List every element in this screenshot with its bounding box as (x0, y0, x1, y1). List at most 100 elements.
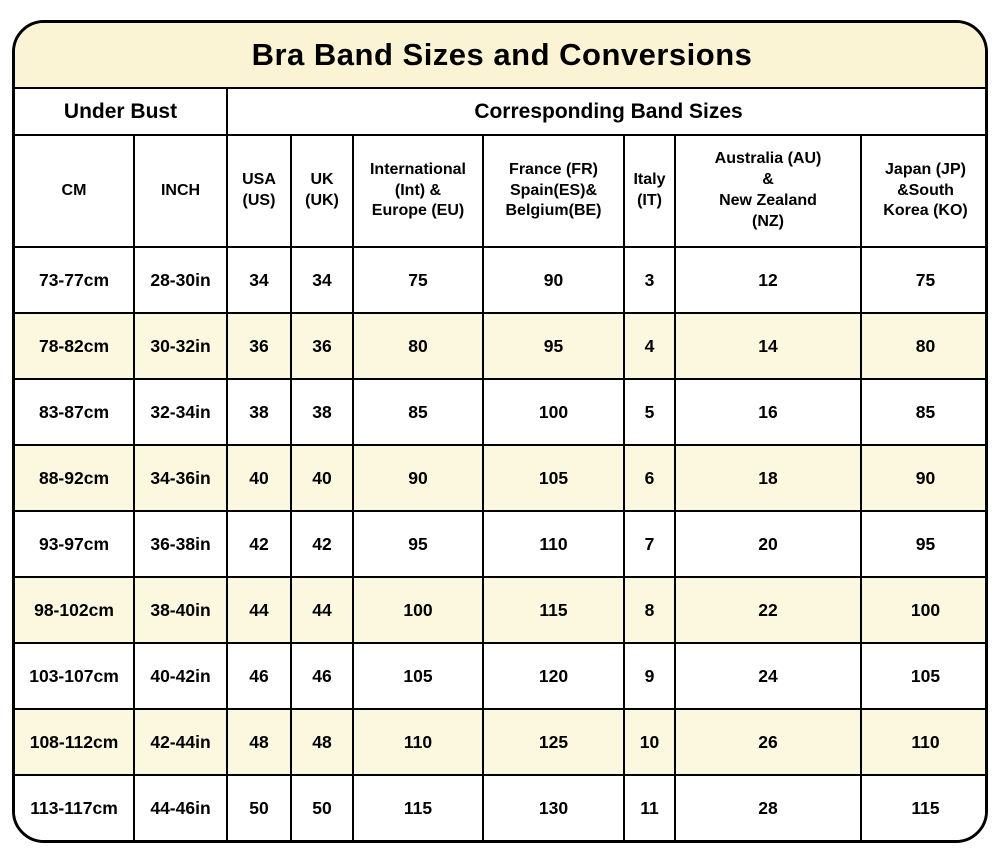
table-cell: 75 (860, 246, 985, 314)
table-row: 93-97cm 36-38in 42 42 95 110 7 20 95 (15, 510, 985, 578)
table-cell: 38 (226, 378, 292, 446)
table-cell: 24 (674, 642, 862, 710)
table-cell: 42 (290, 510, 354, 578)
table-cell: 46 (226, 642, 292, 710)
table-cell: 105 (352, 642, 484, 710)
table-cell: 103-107cm (15, 642, 135, 710)
column-header-uk: UK (UK) (290, 134, 354, 248)
table-row: 113-117cm 44-46in 50 50 115 130 11 28 115 (15, 774, 985, 840)
table-cell: 83-87cm (15, 378, 135, 446)
table-cell: 36-38in (133, 510, 228, 578)
table-cell: 120 (482, 642, 625, 710)
column-header-inch: INCH (133, 134, 228, 248)
table-cell: 10 (623, 708, 676, 776)
table-cell: 3 (623, 246, 676, 314)
table-cell: 16 (674, 378, 862, 446)
size-conversion-table: Bra Band Sizes and Conversions Under Bus… (15, 23, 985, 840)
table-cell: 100 (352, 576, 484, 644)
table-cell: 113-117cm (15, 774, 135, 840)
table-cell: 110 (860, 708, 985, 776)
table-cell: 125 (482, 708, 625, 776)
table-cell: 78-82cm (15, 312, 135, 380)
table-cell: 95 (860, 510, 985, 578)
table-cell: 95 (352, 510, 484, 578)
column-header-usa: USA (US) (226, 134, 292, 248)
table-cell: 42-44in (133, 708, 228, 776)
table-cell: 6 (623, 444, 676, 512)
table-cell: 85 (352, 378, 484, 446)
table-cell: 12 (674, 246, 862, 314)
table-row: 98-102cm 38-40in 44 44 100 115 8 22 100 (15, 576, 985, 644)
table-cell: 34-36in (133, 444, 228, 512)
group-header-under-bust: Under Bust (15, 87, 228, 136)
table-cell: 9 (623, 642, 676, 710)
table-cell: 34 (226, 246, 292, 314)
table-cell: 8 (623, 576, 676, 644)
table-cell: 5 (623, 378, 676, 446)
table-cell: 46 (290, 642, 354, 710)
table-cell: 22 (674, 576, 862, 644)
column-header-au-nz: Australia (AU) & New Zealand (NZ) (674, 134, 862, 248)
table-cell: 40-42in (133, 642, 228, 710)
table-cell: 115 (482, 576, 625, 644)
table-row: 108-112cm 42-44in 48 48 110 125 10 26 110 (15, 708, 985, 776)
table-cell: 32-34in (133, 378, 228, 446)
table-cell: 40 (226, 444, 292, 512)
column-header-cm: CM (15, 134, 135, 248)
table-row: 103-107cm 40-42in 46 46 105 120 9 24 105 (15, 642, 985, 710)
table-cell: 93-97cm (15, 510, 135, 578)
table-row: 73-77cm 28-30in 34 34 75 90 3 12 75 (15, 246, 985, 314)
column-header-int-eu: International (Int) & Europe (EU) (352, 134, 484, 248)
table-cell: 28-30in (133, 246, 228, 314)
table-cell: 50 (226, 774, 292, 840)
size-conversion-table-card: Bra Band Sizes and Conversions Under Bus… (12, 20, 988, 843)
table-cell: 18 (674, 444, 862, 512)
table-cell: 115 (352, 774, 484, 840)
table-cell: 105 (482, 444, 625, 512)
table-cell: 85 (860, 378, 985, 446)
table-cell: 98-102cm (15, 576, 135, 644)
table-cell: 4 (623, 312, 676, 380)
column-header-jp-ko: Japan (JP) &South Korea (KO) (860, 134, 985, 248)
table-cell: 90 (860, 444, 985, 512)
table-cell: 40 (290, 444, 354, 512)
table-cell: 110 (482, 510, 625, 578)
table-cell: 115 (860, 774, 985, 840)
table-cell: 88-92cm (15, 444, 135, 512)
table-cell: 42 (226, 510, 292, 578)
table-cell: 44-46in (133, 774, 228, 840)
table-cell: 90 (352, 444, 484, 512)
table-cell: 38 (290, 378, 354, 446)
table-row: 83-87cm 32-34in 38 38 85 100 5 16 85 (15, 378, 985, 446)
group-header-row: Under Bust Corresponding Band Sizes (15, 87, 985, 136)
table-cell: 7 (623, 510, 676, 578)
table-body: 73-77cm 28-30in 34 34 75 90 3 12 75 78-82cm 30-32i… (15, 246, 985, 840)
table-cell: 30-32in (133, 312, 228, 380)
table-title-row: Bra Band Sizes and Conversions (15, 23, 985, 89)
table-cell: 50 (290, 774, 354, 840)
table-row: 78-82cm 30-32in 36 36 80 95 4 14 80 (15, 312, 985, 380)
column-header-italy: Italy (IT) (623, 134, 676, 248)
table-cell: 44 (226, 576, 292, 644)
table-cell: 20 (674, 510, 862, 578)
table-cell: 80 (860, 312, 985, 380)
table-cell: 44 (290, 576, 354, 644)
column-header-row: CM INCH USA (US) UK (UK) International (… (15, 134, 985, 248)
table-cell: 90 (482, 246, 625, 314)
table-cell: 110 (352, 708, 484, 776)
table-title: Bra Band Sizes and Conversions (15, 23, 985, 89)
table-cell: 14 (674, 312, 862, 380)
table-row: 88-92cm 34-36in 40 40 90 105 6 18 90 (15, 444, 985, 512)
table-cell: 75 (352, 246, 484, 314)
table-cell: 80 (352, 312, 484, 380)
group-header-band-sizes: Corresponding Band Sizes (226, 87, 985, 136)
table-cell: 26 (674, 708, 862, 776)
table-cell: 100 (482, 378, 625, 446)
column-header-fr-es-be: France (FR) Spain(ES)& Belgium(BE) (482, 134, 625, 248)
table-cell: 48 (226, 708, 292, 776)
table-cell: 100 (860, 576, 985, 644)
table-cell: 34 (290, 246, 354, 314)
table-cell: 73-77cm (15, 246, 135, 314)
table-cell: 28 (674, 774, 862, 840)
table-cell: 48 (290, 708, 354, 776)
